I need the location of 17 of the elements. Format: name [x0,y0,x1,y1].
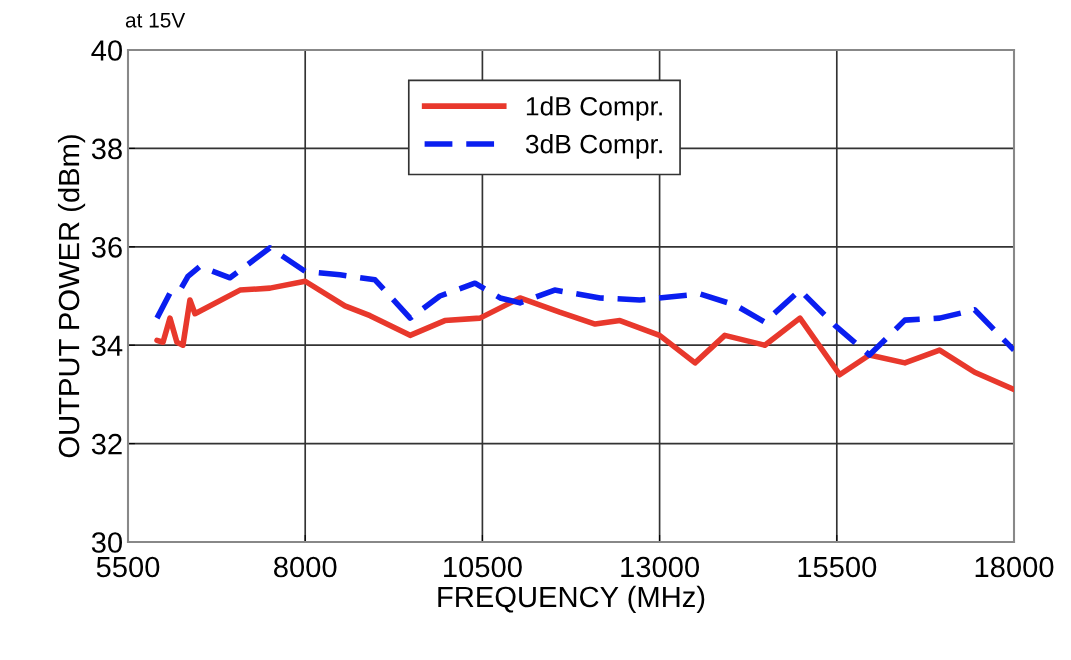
y-tick-label: 32 [91,433,122,455]
x-tick-label: 8000 [274,556,337,578]
y-tick-label: 40 [91,40,122,61]
y-tick-label: 38 [91,138,122,160]
y-tick-label: 30 [91,532,122,553]
text: at 15V [125,13,186,28]
y-tick-label: 36 [91,237,122,258]
legend-label: 3dB Compr. [525,134,662,159]
x-tick-label: 15500 [798,556,877,578]
y-tick-label: 34 [91,335,123,357]
x-tick-label: 13000 [621,556,700,578]
legend-label: 1dB Compr. [526,96,662,121]
y-axis-title: OUTPUT POWER (dBm) [57,135,86,458]
x-tick-label: 18000 [975,556,1054,578]
x-axis-title: FREQUENCY (MHz) [438,585,705,614]
x-tick-label: 5500 [96,556,160,578]
x-tick-label: 10500 [444,556,522,578]
